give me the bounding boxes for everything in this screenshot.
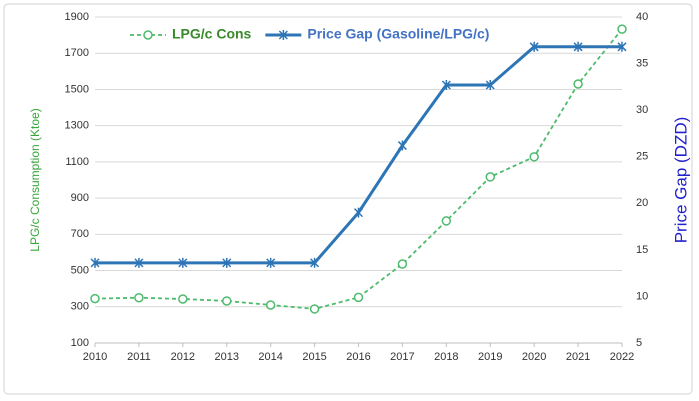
y-tick-label: 100 xyxy=(71,337,89,349)
point-marker xyxy=(134,257,144,268)
point-marker xyxy=(266,257,276,268)
x-tick-label: 2022 xyxy=(610,351,634,363)
y-tick-label: 500 xyxy=(71,264,89,276)
legend-label: LPG/c Cons xyxy=(172,26,252,42)
y2-tick-label: 25 xyxy=(636,151,648,163)
y2-tick-label: 30 xyxy=(636,104,648,116)
y2-tick-label: 40 xyxy=(636,11,648,23)
chart-frame xyxy=(3,3,693,395)
point-marker xyxy=(310,257,320,268)
point-marker xyxy=(353,207,364,218)
point-marker xyxy=(485,79,495,90)
y-tick-label: 700 xyxy=(71,228,89,240)
point-marker xyxy=(397,140,407,151)
x-tick-label: 2018 xyxy=(434,351,458,363)
point-marker xyxy=(134,292,144,303)
x-tick-label: 2014 xyxy=(258,351,282,363)
x-tick-label: 2011 xyxy=(127,351,151,363)
legend-label: Price Gap (Gasoline/LPG/c) xyxy=(307,26,489,42)
y-tick-label: 1500 xyxy=(65,83,89,95)
x-tick-label: 2019 xyxy=(478,351,502,363)
point-marker xyxy=(178,257,188,268)
point-marker xyxy=(309,304,320,314)
point-marker xyxy=(529,152,539,162)
point-marker xyxy=(222,257,232,268)
x-tick-label: 2015 xyxy=(302,351,326,363)
point-marker xyxy=(529,41,539,52)
point-marker xyxy=(265,300,276,310)
x-tick-label: 2013 xyxy=(215,351,239,363)
point-marker xyxy=(90,257,100,268)
point-marker xyxy=(353,292,364,303)
point-marker xyxy=(617,41,627,52)
y-tick-label: 900 xyxy=(71,192,89,204)
y-tick-label: 1100 xyxy=(65,156,89,168)
point-marker xyxy=(222,296,232,306)
y2-tick-label: 10 xyxy=(636,290,648,302)
point-marker xyxy=(397,259,408,269)
y2-tick-label: 5 xyxy=(636,337,642,349)
y-tick-label: 1300 xyxy=(65,120,89,132)
y2-tick-label: 35 xyxy=(636,57,648,69)
x-tick-label: 2021 xyxy=(566,351,590,363)
point-marker xyxy=(90,293,100,304)
x-tick-label: 2020 xyxy=(522,351,546,363)
point-marker xyxy=(573,41,583,52)
x-tick-label: 2010 xyxy=(83,351,107,363)
point-marker xyxy=(573,79,583,89)
x-tick-label: 2017 xyxy=(390,351,414,363)
legend-marker xyxy=(278,30,288,40)
y-axis-title: LPG/c Consumption (Ktoe) xyxy=(28,108,42,251)
point-marker xyxy=(485,172,495,182)
point-marker xyxy=(441,216,452,226)
point-marker xyxy=(441,79,451,90)
x-tick-label: 2012 xyxy=(171,351,195,363)
x-tick-label: 2016 xyxy=(346,351,370,363)
y2-axis-title: Price Gap (DZD) xyxy=(671,117,690,244)
y-tick-label: 1900 xyxy=(65,11,89,23)
y-tick-label: 300 xyxy=(71,301,89,313)
y2-tick-label: 20 xyxy=(636,197,648,209)
legend-marker xyxy=(143,30,153,40)
point-marker xyxy=(617,24,627,34)
y-tick-label: 1700 xyxy=(65,47,89,59)
point-marker xyxy=(178,294,188,304)
y2-tick-label: 15 xyxy=(636,244,648,256)
